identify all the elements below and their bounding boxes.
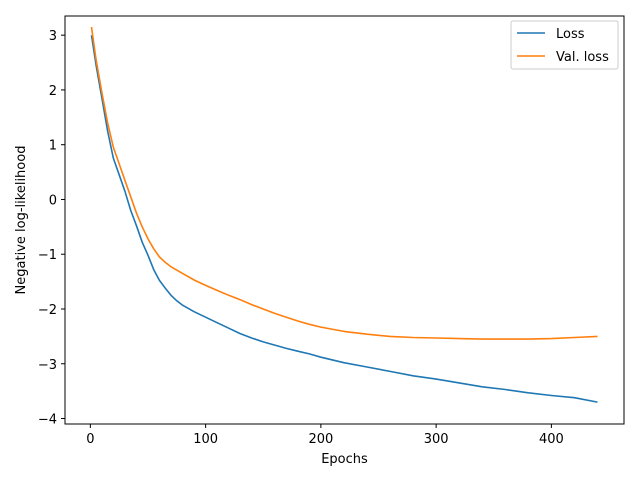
series-line-val-loss xyxy=(90,26,598,340)
y-tick-label: −2 xyxy=(38,303,57,318)
x-tick-label: 100 xyxy=(193,432,218,447)
y-tick-label: −3 xyxy=(38,358,57,373)
x-tick-label: 300 xyxy=(424,432,449,447)
y-tick-label: 0 xyxy=(49,193,57,208)
series-layer xyxy=(90,26,598,403)
x-tick-label: 200 xyxy=(308,432,333,447)
y-tick-label: −4 xyxy=(38,413,57,428)
legend: Loss Val. loss xyxy=(510,20,619,70)
legend-label-loss: Loss xyxy=(556,27,585,42)
series-line-loss xyxy=(90,35,598,403)
axes-frame xyxy=(64,15,625,425)
y-tick-label: −1 xyxy=(38,248,57,263)
y-axis-label: Negative log-likelihood xyxy=(14,146,29,295)
x-tick-label: 400 xyxy=(539,432,564,447)
y-axis-ticks: 3 2 1 0 −1 −2 −3 −4 xyxy=(38,29,65,428)
legend-label-val-loss: Val. loss xyxy=(556,50,609,65)
y-tick-label: 3 xyxy=(49,29,57,44)
x-tick-label: 0 xyxy=(86,432,94,447)
y-tick-label: 1 xyxy=(49,139,57,154)
y-tick-label: 2 xyxy=(49,84,57,99)
x-axis-ticks: 0 100 200 300 400 xyxy=(86,424,564,447)
x-axis-label: Epochs xyxy=(321,452,368,467)
